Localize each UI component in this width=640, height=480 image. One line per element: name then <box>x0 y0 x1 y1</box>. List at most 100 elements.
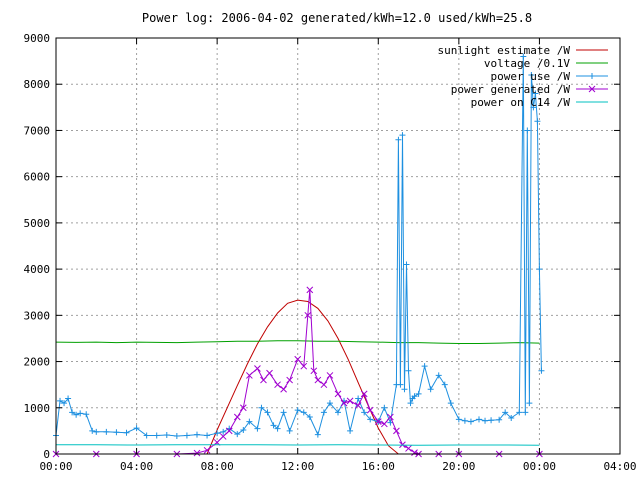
data-point <box>366 406 374 414</box>
data-point <box>538 367 545 374</box>
data-point <box>246 418 253 425</box>
x-tick-label: 00:00 <box>39 460 72 473</box>
data-point <box>194 431 200 438</box>
data-point <box>502 409 509 416</box>
data-point <box>536 266 543 273</box>
data-point <box>381 404 388 411</box>
data-point <box>280 409 287 416</box>
data-point <box>488 417 495 424</box>
plot-frame <box>55 37 621 455</box>
data-point <box>233 413 241 421</box>
data-point <box>407 400 414 407</box>
x-tick-label: 04:00 <box>603 460 636 473</box>
data-point <box>306 414 313 421</box>
legend-label: power use /W <box>491 70 571 83</box>
series-1 <box>55 340 540 344</box>
data-point <box>204 432 211 439</box>
data-point <box>254 425 261 432</box>
data-point <box>219 433 227 440</box>
data-point <box>77 410 84 417</box>
data-point <box>73 411 80 418</box>
data-point <box>234 431 241 438</box>
y-tick-label: 4000 <box>24 263 51 276</box>
data-point <box>405 445 412 452</box>
y-tick-label: 7000 <box>24 124 51 137</box>
data-point <box>374 418 382 425</box>
data-point <box>314 431 321 438</box>
data-point <box>304 311 312 319</box>
data-point <box>520 53 527 60</box>
x-tick-label: 00:00 <box>523 460 556 473</box>
legend-marker <box>589 73 595 79</box>
data-point <box>225 427 233 435</box>
data-point <box>393 427 400 435</box>
data-point <box>447 400 454 407</box>
data-point <box>380 420 388 428</box>
data-point <box>310 367 318 375</box>
y-tick-label: 2000 <box>24 356 51 369</box>
x-tick-label: 16:00 <box>362 460 395 473</box>
data-point <box>399 132 406 139</box>
data-point <box>83 411 90 418</box>
data-point <box>286 427 293 434</box>
data-point <box>403 261 410 268</box>
data-point <box>532 90 539 97</box>
data-point <box>239 404 247 412</box>
data-point <box>173 432 180 439</box>
data-point <box>203 446 211 454</box>
data-point <box>280 385 287 393</box>
data-point <box>69 409 76 416</box>
data-point <box>441 381 448 388</box>
data-point <box>320 381 328 389</box>
series-line <box>55 56 542 437</box>
data-point <box>57 397 64 404</box>
data-point <box>387 413 394 421</box>
data-point <box>360 390 368 398</box>
data-point <box>123 429 130 436</box>
data-point <box>530 104 537 111</box>
series-3 <box>52 286 543 458</box>
data-point <box>306 286 314 294</box>
series-layer <box>52 53 545 458</box>
data-point <box>461 417 468 424</box>
data-point <box>411 449 418 456</box>
data-point <box>258 404 265 411</box>
data-point <box>524 127 531 134</box>
data-point <box>220 428 227 435</box>
data-point <box>526 400 533 407</box>
data-point <box>314 376 322 384</box>
data-point <box>254 365 261 372</box>
legend-label: power generated /W <box>451 83 571 96</box>
data-point <box>367 416 374 423</box>
y-tick-label: 9000 <box>24 32 51 45</box>
data-point <box>415 390 422 397</box>
y-tick-label: 1000 <box>24 402 51 415</box>
data-point <box>516 409 523 416</box>
x-tick-label: 04:00 <box>120 460 153 473</box>
data-point <box>354 402 362 409</box>
legend-label: sunlight estimate /W <box>438 44 571 57</box>
data-point <box>274 425 281 432</box>
data-point <box>240 426 247 433</box>
series-line <box>206 299 399 455</box>
y-tick-label: 5000 <box>24 217 51 230</box>
data-point <box>361 409 368 416</box>
ticks: 0 1000 2000 3000 4000 5000 6000 7000 8000 9000 00:… <box>24 32 637 473</box>
data-point <box>326 400 333 407</box>
x-tick-label: 12:00 <box>281 460 314 473</box>
data-point <box>270 422 277 429</box>
data-point <box>214 430 221 437</box>
data-point <box>294 407 301 414</box>
data-point <box>421 363 428 370</box>
data-point <box>467 418 474 425</box>
data-point <box>183 432 190 439</box>
y-tick-label: 3000 <box>24 309 51 322</box>
series-0 <box>206 299 399 455</box>
series-2 <box>53 53 545 439</box>
data-point <box>534 118 541 125</box>
data-point <box>193 449 201 457</box>
legend-label: voltage /0.1V <box>484 57 570 70</box>
data-point <box>528 71 535 78</box>
data-point <box>163 432 170 439</box>
